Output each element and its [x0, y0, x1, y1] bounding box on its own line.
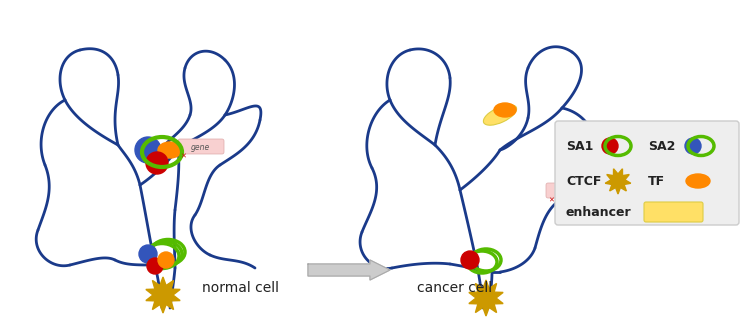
Ellipse shape: [494, 103, 516, 117]
FancyBboxPatch shape: [555, 121, 739, 225]
Text: TF: TF: [648, 175, 665, 187]
Circle shape: [685, 138, 701, 154]
Polygon shape: [605, 169, 630, 194]
Circle shape: [158, 252, 174, 268]
Text: ✕: ✕: [180, 153, 186, 159]
Circle shape: [147, 258, 163, 274]
Text: CTCF: CTCF: [566, 175, 602, 187]
Text: gene: gene: [190, 143, 209, 151]
Ellipse shape: [686, 174, 710, 188]
Circle shape: [461, 251, 479, 269]
FancyBboxPatch shape: [178, 139, 224, 154]
Polygon shape: [146, 277, 180, 313]
Text: cancer cell: cancer cell: [417, 281, 493, 295]
Circle shape: [135, 137, 161, 163]
Circle shape: [139, 245, 157, 263]
Text: normal cell: normal cell: [201, 281, 278, 295]
Text: ✕: ✕: [548, 197, 554, 203]
Text: enhancer: enhancer: [566, 205, 632, 219]
Text: gene: gene: [559, 186, 578, 195]
Circle shape: [146, 152, 168, 174]
Ellipse shape: [158, 142, 182, 158]
Text: SA2: SA2: [648, 139, 676, 153]
FancyBboxPatch shape: [546, 183, 592, 198]
FancyBboxPatch shape: [644, 202, 703, 222]
Polygon shape: [469, 280, 503, 316]
Polygon shape: [308, 260, 390, 280]
Ellipse shape: [483, 105, 517, 125]
Circle shape: [602, 138, 618, 154]
Text: SA1: SA1: [566, 139, 593, 153]
